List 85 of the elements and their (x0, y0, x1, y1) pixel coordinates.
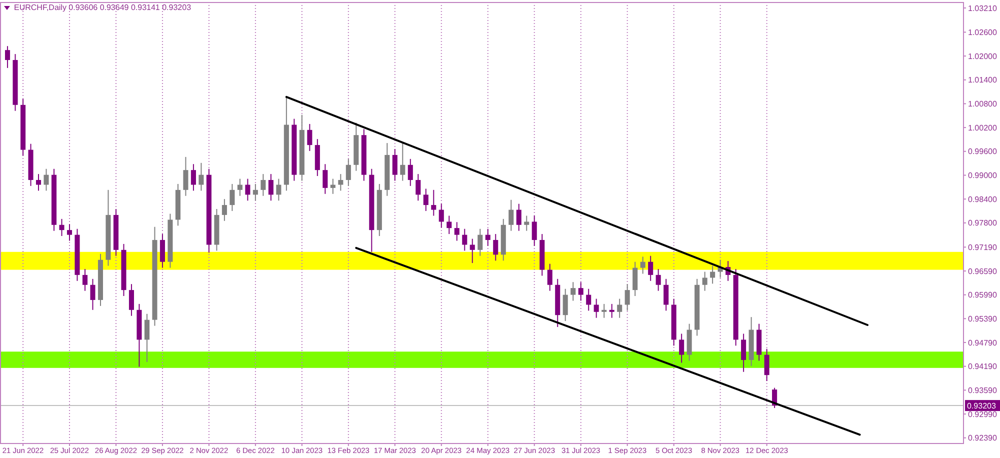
candlestick (322, 164, 328, 194)
candlestick (431, 189, 436, 216)
candlestick (547, 263, 552, 292)
candlestick (602, 303, 607, 318)
candlestick (237, 178, 242, 196)
y-tick-label: 0.99000 (968, 171, 998, 180)
candlestick (578, 282, 584, 302)
y-tick-label: 1.02000 (968, 52, 998, 61)
candlestick (183, 156, 188, 196)
candlestick (493, 234, 498, 262)
candlestick (5, 46, 10, 68)
chart-title: EURCHF,Daily 0.93606 0.93649 0.93141 0.93203 (14, 3, 192, 12)
candlestick (346, 158, 351, 186)
y-tick-label: 0.99600 (968, 147, 998, 156)
candlestick (392, 148, 398, 182)
candlestick (454, 222, 460, 242)
y-tick-label: 0.95390 (968, 314, 998, 324)
candlestick (710, 265, 716, 284)
candlestick (656, 268, 661, 292)
candlestick (400, 141, 406, 182)
candlestick (307, 123, 312, 152)
candlestick (36, 174, 42, 192)
candlestick (82, 268, 88, 292)
candlestick (446, 215, 452, 235)
candlestick (485, 228, 490, 246)
y-tick-label: 0.93590 (968, 386, 998, 395)
ref-line-label: 0.93203 (967, 401, 996, 410)
candlestick (222, 198, 227, 222)
candlestick (66, 224, 72, 242)
candlestick (416, 174, 421, 202)
candlestick (516, 203, 522, 232)
candlestick (160, 234, 165, 268)
candlestick (679, 333, 684, 364)
candlestick (617, 298, 622, 318)
candlestick (624, 284, 630, 312)
candlestick (268, 174, 274, 202)
candlestick (190, 164, 196, 192)
y-tick-label: 1.00800 (968, 100, 998, 109)
candlestick (198, 162, 204, 192)
candlestick (252, 183, 258, 202)
candlestick (462, 228, 468, 252)
candlestick (276, 178, 282, 202)
candlestick (594, 298, 599, 318)
candlestick (632, 261, 638, 296)
candlestick (230, 183, 235, 212)
y-tick-label: 0.95990 (968, 290, 998, 300)
candlestick (570, 282, 576, 302)
candlestick (609, 303, 614, 318)
candlestick (664, 278, 669, 312)
candlestick (702, 271, 708, 292)
candlestick (524, 215, 530, 232)
candlestick (478, 228, 483, 256)
y-tick-label: 0.97190 (968, 242, 998, 252)
y-tick-label: 1.01400 (968, 76, 998, 85)
candlestick (562, 288, 568, 322)
y-tick-label: 0.94190 (968, 362, 998, 372)
candlestick (44, 168, 49, 192)
candlestick (408, 158, 413, 186)
candlestick (648, 255, 654, 282)
candlestick (741, 333, 746, 372)
y-tick-label: 1.02600 (968, 28, 998, 37)
candlestick (764, 348, 770, 382)
candlestick (59, 218, 64, 237)
y-tick-label: 0.97800 (968, 218, 998, 228)
candlestick (260, 174, 266, 196)
y-tick-label: 0.92390 (968, 434, 998, 443)
candlestick (532, 215, 537, 246)
candlestick (338, 174, 344, 192)
candlestick (90, 278, 96, 310)
candlestick (330, 178, 336, 194)
candlestick (640, 256, 646, 274)
candlestick (470, 238, 475, 264)
candlestick (438, 203, 444, 228)
candlestick (245, 178, 250, 202)
y-tick-label: 0.96590 (968, 266, 998, 276)
y-tick-label: 0.92990 (968, 410, 998, 419)
y-tick-label: 1.03210 (968, 4, 998, 13)
y-tick-label: 1.00200 (968, 123, 998, 132)
candlestick (128, 284, 134, 316)
y-tick-label: 0.98400 (968, 194, 998, 204)
y-tick-label: 0.94790 (968, 338, 998, 348)
candlestick (423, 188, 428, 212)
candlestick (508, 199, 514, 232)
candlestick (586, 288, 592, 312)
candlestick (144, 313, 150, 362)
